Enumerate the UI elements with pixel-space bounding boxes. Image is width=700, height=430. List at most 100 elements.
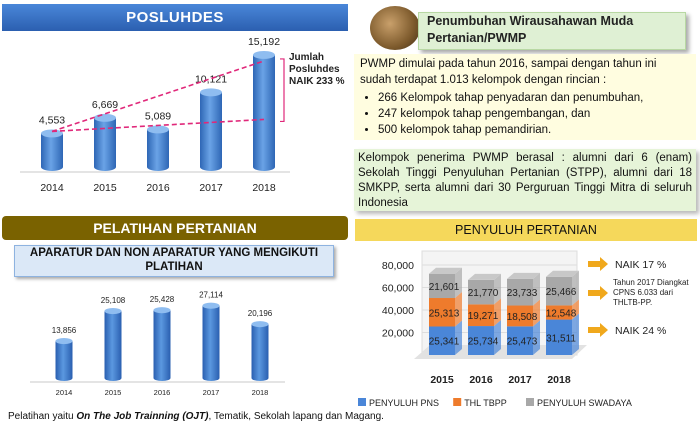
posluhdes-banner: POSLUHDES	[2, 4, 348, 31]
bar-top	[104, 307, 122, 315]
data-label: 10,121	[195, 73, 227, 85]
tick-label: 2017	[508, 374, 532, 386]
data-label: 25,734	[468, 337, 499, 348]
data-label: 25,341	[429, 337, 460, 348]
bar	[200, 88, 222, 171]
legend-label: PENYULUH SWADAYA	[537, 398, 632, 408]
pelatihan-subtitle: APARATUR DAN NON APARATUR YANG MENGIKUTI…	[14, 245, 334, 277]
bar-side	[494, 320, 501, 355]
bar-segment	[546, 305, 572, 320]
bar-segment	[546, 319, 572, 355]
bar	[153, 307, 171, 382]
bar	[41, 129, 63, 171]
tick-label: 60,000	[382, 283, 414, 295]
farmer-photo	[370, 6, 420, 50]
tick-label: 2014	[56, 388, 73, 397]
pwmp-list: 266 Kelompok tahap penyadaran dan penumb…	[360, 90, 690, 138]
pelatihan-chart: 13,856 2014 25,108 2015 25,428 2016 27,114 2017…	[30, 291, 285, 397]
data-label: 25,428	[150, 295, 175, 304]
bar	[147, 125, 169, 171]
bar-body	[200, 92, 222, 171]
bar-side	[494, 298, 501, 327]
bar-side	[572, 270, 579, 306]
legend-swatch	[358, 398, 366, 406]
bar-segment	[468, 304, 494, 327]
bar-side	[572, 299, 579, 320]
tick-label: 2016	[146, 182, 170, 194]
bar	[251, 321, 269, 382]
posluhdes-note: Jumlah Posluhdes NAIK 233 %	[289, 52, 345, 88]
data-label: 4,553	[39, 114, 65, 126]
legend-label: THL TBPP	[464, 398, 507, 408]
bar	[104, 307, 122, 382]
bar-segment	[429, 298, 455, 327]
tick-label: 2016	[469, 374, 493, 386]
tick-label: 2017	[199, 182, 223, 194]
bar-body	[202, 305, 220, 382]
tick-label: 40,000	[382, 305, 414, 317]
bar-segment	[468, 279, 494, 305]
footer-suffix: , Tematik, Sekolah lapang dan Magang.	[208, 411, 384, 422]
data-label: 18,508	[507, 312, 538, 323]
callout-naik-bottom: NAIK 24 %	[615, 325, 666, 337]
data-label: 19,271	[468, 311, 499, 322]
bar	[94, 113, 117, 171]
trend-line	[51, 60, 265, 133]
bar-top	[94, 113, 116, 122]
bar-body	[94, 117, 117, 171]
bar-top	[200, 88, 222, 97]
bar-body	[41, 133, 63, 171]
bar-side	[533, 320, 540, 355]
bar-side	[455, 267, 462, 299]
posluhdes-chart: 4,553 2014 6,669 2015 5,089 2016 10,121 2017 15,…	[20, 36, 290, 194]
trend-line	[51, 118, 265, 133]
bar-top	[202, 302, 220, 309]
bar-segment	[507, 326, 533, 355]
bar-segment	[468, 326, 494, 355]
callout-naik-top: NAIK 17 %	[615, 259, 666, 271]
data-label: 25,473	[507, 337, 538, 348]
legend-swatch	[526, 398, 534, 406]
legend-label: PENYULUH PNS	[369, 398, 439, 408]
arrow-icon	[588, 286, 608, 300]
callout-cpns: Tahun 2017 Diangkat	[613, 278, 689, 287]
posluhdes-note-line: Jumlah	[289, 52, 325, 63]
bar-body	[253, 54, 275, 171]
tick-label: 2018	[252, 388, 269, 397]
list-item: 500 kelompok tahap pemandirian.	[378, 122, 690, 138]
data-label: 23,733	[507, 288, 538, 299]
bar-side	[455, 292, 462, 327]
data-label: 13,856	[52, 326, 77, 335]
callout-cpns: THLTB-PP.	[613, 298, 652, 307]
footer-prefix: Pelatihan yaitu	[8, 411, 77, 422]
pelatihan-banner: PELATIHAN PERTANIAN	[2, 216, 348, 240]
data-label: 27,114	[199, 291, 223, 300]
data-label: 20,196	[248, 309, 273, 318]
increase-bracket	[280, 58, 285, 123]
data-label: 25,108	[101, 296, 126, 305]
bar-body	[55, 341, 73, 382]
bar-top	[55, 337, 73, 345]
pwmp-intro: PWMP dimulai pada tahun 2016, sampai den…	[360, 58, 657, 86]
bar-top	[41, 129, 63, 138]
bar-segment	[429, 273, 455, 299]
bar-segment	[507, 305, 533, 327]
pwmp-alumni-text: Kelompok penerima PWMP berasal : alumni …	[354, 149, 696, 211]
tick-label: 2017	[203, 388, 220, 397]
tick-label: 2015	[430, 374, 454, 386]
pelatihan-footer: Pelatihan yaitu On The Job Trainning (OJ…	[8, 411, 384, 422]
bar-top	[468, 273, 501, 280]
data-label: 12,548	[546, 308, 577, 319]
data-label: 6,669	[92, 99, 118, 111]
bar-side	[533, 299, 540, 327]
tick-label: 20,000	[382, 328, 414, 340]
data-label: 25,313	[429, 308, 460, 319]
footer-ojt: On The Job Trainning (OJT)	[76, 411, 209, 422]
data-label: 21,770	[468, 288, 499, 299]
bar	[55, 337, 73, 382]
bar	[202, 302, 220, 382]
posluhdes-note-line: Posluhdes	[289, 64, 340, 75]
data-label: 31,511	[546, 333, 576, 344]
bar-side	[494, 273, 501, 305]
bar-side	[455, 320, 462, 355]
